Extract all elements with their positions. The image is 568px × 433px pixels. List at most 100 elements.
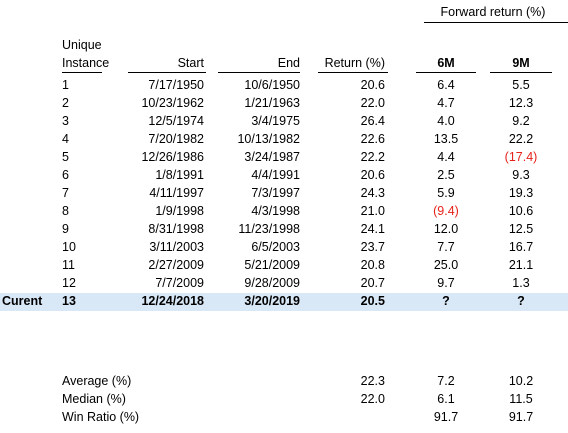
summary-label: Win Ratio (%)	[62, 410, 140, 424]
forward-9m-cell: 16.7	[508, 240, 534, 254]
header-start: Start	[177, 56, 204, 70]
header-6m: 6M	[437, 56, 455, 70]
start-date-cell: 12/5/1974	[148, 114, 204, 128]
header-rule-instance	[62, 72, 102, 73]
start-date-cell: 7/20/1982	[148, 132, 204, 146]
end-date-cell: 11/23/1998	[238, 222, 300, 236]
table-row: 10 3/11/2003 6/5/2003 23.7 7.7 16.7	[0, 239, 568, 257]
forward-9m-cell: ?	[517, 294, 525, 308]
instance-cell: 10	[62, 240, 76, 254]
forward-9m-cell: 1.3	[512, 276, 530, 290]
instance-cell: 12	[62, 276, 76, 290]
table-row: 7 4/11/1997 7/3/1997 24.3 5.9 19.3	[0, 185, 568, 203]
instance-cell: 5	[62, 150, 69, 164]
return-cell: 21.0	[360, 204, 385, 218]
start-date-cell: 1/8/1991	[155, 168, 204, 182]
summary-return-cell: 22.0	[360, 392, 385, 406]
table-row: 8 1/9/1998 4/3/1998 21.0 (9.4) 10.6	[0, 203, 568, 221]
row-label: Curent	[2, 294, 43, 308]
forward-9m-cell: 9.2	[512, 114, 530, 128]
return-cell: 22.0	[360, 96, 385, 110]
instance-cell: 3	[62, 114, 69, 128]
header-rule-6m	[416, 72, 476, 73]
forward-9m-cell: 12.5	[508, 222, 534, 236]
instance-cell: 11	[62, 258, 75, 272]
forward-9m-cell: 21.1	[508, 258, 534, 272]
summary-6m-cell: 6.1	[437, 392, 455, 406]
return-cell: 26.4	[360, 114, 385, 128]
return-cell: 24.1	[360, 222, 385, 236]
summary-label: Average (%)	[62, 374, 132, 388]
return-cell: 20.8	[360, 258, 385, 272]
end-date-cell: 4/4/1991	[251, 168, 300, 182]
start-date-cell: 10/23/1962	[141, 96, 204, 110]
end-date-cell: 7/3/1997	[251, 186, 300, 200]
end-date-cell: 10/13/1982	[237, 132, 300, 146]
summary-9m-cell: 91.7	[508, 410, 534, 424]
instance-cell: 6	[62, 168, 69, 182]
forward-6m-cell: ?	[442, 294, 450, 308]
return-cell: 23.7	[360, 240, 385, 254]
table-row: 11 2/27/2009 5/21/2009 20.8 25.0 21.1	[0, 257, 568, 275]
start-date-cell: 1/9/1998	[155, 204, 204, 218]
forward-return-title: Forward return (%)	[440, 5, 546, 19]
start-date-cell: 3/11/2003	[149, 240, 204, 254]
table-row: 1 7/17/1950 10/6/1950 20.6 6.4 5.5	[0, 77, 568, 95]
header-unique: Unique	[62, 38, 102, 52]
header-return: Return (%)	[324, 56, 385, 70]
end-date-cell: 3/4/1975	[251, 114, 300, 128]
return-cell: 20.6	[360, 168, 385, 182]
header-rule-start	[128, 72, 206, 73]
header-instance: Instance	[62, 56, 110, 70]
start-date-cell: 8/31/1998	[148, 222, 204, 236]
summary-return-cell: 22.3	[360, 374, 385, 388]
header-rule-end	[218, 72, 300, 73]
instance-cell: 8	[62, 204, 69, 218]
end-date-cell: 1/21/1963	[244, 96, 300, 110]
forward-9m-cell: 5.5	[512, 78, 530, 92]
summary-9m-cell: 11.5	[509, 392, 533, 406]
table-row: 4 7/20/1982 10/13/1982 22.6 13.5 22.2	[0, 131, 568, 149]
end-date-cell: 9/28/2009	[244, 276, 300, 290]
forward-6m-cell: 13.5	[433, 132, 459, 146]
start-date-cell: 7/7/2009	[155, 276, 204, 290]
end-date-cell: 10/6/1950	[244, 78, 300, 92]
summary-label: Median (%)	[62, 392, 126, 406]
start-date-cell: 4/11/1997	[149, 186, 204, 200]
summary-6m-cell: 91.7	[433, 410, 459, 424]
instance-cell: 7	[62, 186, 69, 200]
forward-6m-cell: 6.4	[437, 78, 455, 92]
end-date-cell: 6/5/2003	[251, 240, 300, 254]
summary-6m-cell: 7.2	[437, 374, 455, 388]
table-row-current: Curent 13 12/24/2018 3/20/2019 20.5??	[0, 293, 568, 311]
summary-9m-cell: 10.2	[508, 374, 534, 388]
return-cell: 24.3	[360, 186, 385, 200]
table-row: 5 12/26/1986 3/24/1987 22.2 4.4 (17.4)	[0, 149, 568, 167]
forward-9m-cell: (17.4)	[504, 150, 538, 164]
start-date-cell: 12/26/1986	[141, 150, 204, 164]
forward-6m-cell: 9.7	[437, 276, 455, 290]
summary-row: Average (%) 22.3 7.2 10.2	[0, 373, 568, 391]
forward-9m-cell: 10.6	[508, 204, 534, 218]
instance-cell: 4	[62, 132, 69, 146]
instance-cell: 1	[62, 78, 69, 92]
instance-cell: 13	[62, 294, 76, 308]
forward-6m-cell: 12.0	[433, 222, 459, 236]
end-date-cell: 4/3/1998	[251, 204, 300, 218]
table-row: 12 7/7/2009 9/28/2009 20.7 9.7 1.3	[0, 275, 568, 293]
header-rule-9m	[490, 72, 552, 73]
table-row: 9 8/31/1998 11/23/1998 24.1 12.0 12.5	[0, 221, 568, 239]
forward-6m-cell: 7.7	[437, 240, 455, 254]
forward-6m-cell: 5.9	[437, 186, 455, 200]
summary-row: Win Ratio (%) 91.7 91.7	[0, 409, 568, 427]
forward-return-rule	[424, 22, 568, 23]
table-row: 3 12/5/1974 3/4/1975 26.4 4.0 9.2	[0, 113, 568, 131]
table-row: 2 10/23/1962 1/21/1963 22.0 4.7 12.3	[0, 95, 568, 113]
return-cell: 20.6	[360, 78, 385, 92]
forward-9m-cell: 19.3	[508, 186, 534, 200]
end-date-cell: 5/21/2009	[244, 258, 300, 272]
forward-6m-cell: 4.0	[437, 114, 455, 128]
forward-6m-cell: 2.5	[437, 168, 455, 182]
forward-6m-cell: 4.7	[437, 96, 455, 110]
return-cell: 22.2	[360, 150, 385, 164]
